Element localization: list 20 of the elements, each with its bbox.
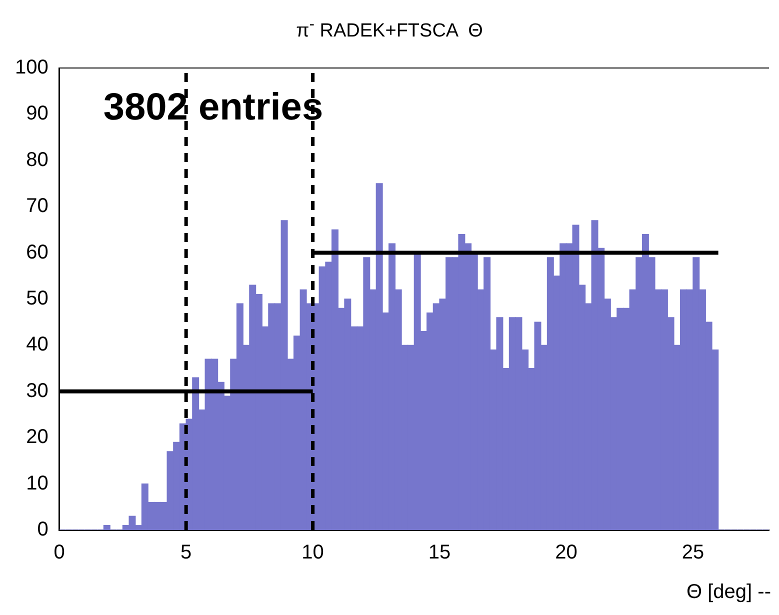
y-tick-label: 20 <box>26 426 48 448</box>
y-tick-label: 80 <box>26 148 48 171</box>
y-tick-label: 100 <box>14 56 48 79</box>
y-tick-label: 0 <box>37 518 48 541</box>
x-tick-label: 25 <box>682 542 704 564</box>
y-tick-label: 90 <box>26 102 48 125</box>
annotation: 3802 entries <box>103 86 324 128</box>
y-tick-label: 50 <box>26 288 48 310</box>
y-tick-label: 30 <box>26 380 48 402</box>
y-tick-label: 40 <box>26 334 48 356</box>
y-tick-label: 60 <box>26 241 48 264</box>
y-tick-label: 70 <box>26 195 48 218</box>
x-tick-label: 5 <box>180 542 192 564</box>
y-tick-label: 10 <box>26 472 48 494</box>
x-tick-label: 10 <box>302 542 324 564</box>
chart-title: π$^{-}$ RADEK+FTSCA Θ <box>295 16 484 42</box>
x-tick-label: 20 <box>555 542 578 564</box>
x-tick-label: 0 <box>54 542 65 564</box>
x-tick-label: 15 <box>428 542 451 564</box>
x-axis-title: Θ [deg] -- <box>686 581 771 604</box>
